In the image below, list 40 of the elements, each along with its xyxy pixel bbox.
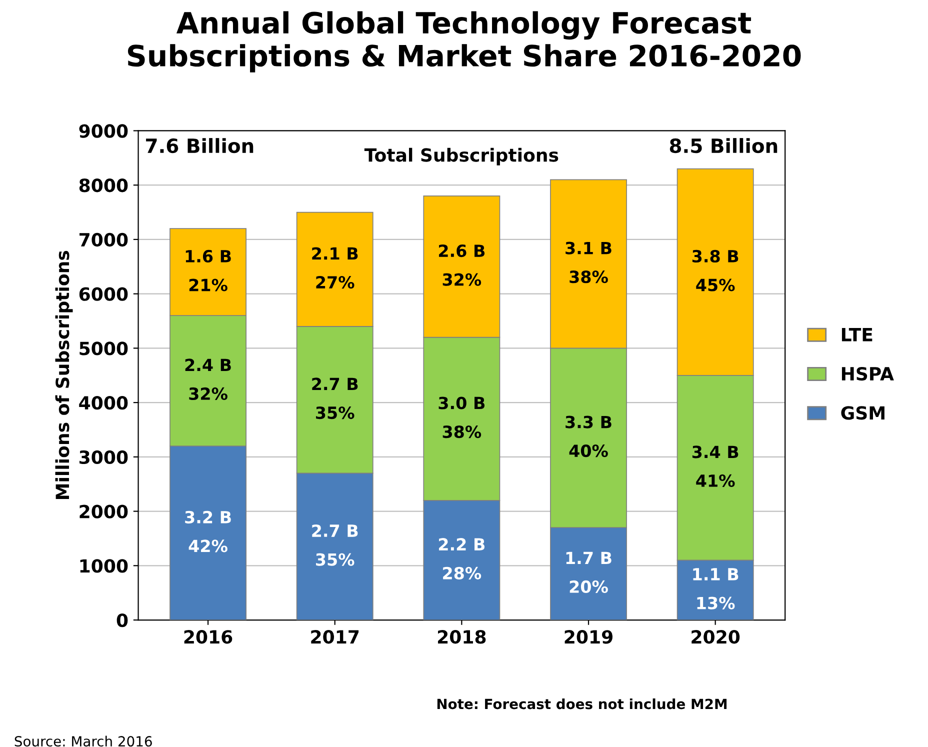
annotation: 3.2 B 42% xyxy=(185,510,231,552)
y-tick-label: 7000 xyxy=(80,232,128,247)
y-tick-label: 4000 xyxy=(79,396,128,410)
legend-label: GSM xyxy=(841,406,884,420)
y-tick-label: 9000 xyxy=(79,124,128,138)
source-note: Source: March 2016 xyxy=(14,736,152,747)
annotation: Total Subscriptions xyxy=(364,148,558,166)
annotation: 1.1 B 13% xyxy=(693,568,738,610)
annotation: 3.0 B 38% xyxy=(438,396,485,438)
annotation: 8.5 Billion xyxy=(670,138,778,154)
annotation: 3.4 B 41% xyxy=(692,446,738,488)
annotation: 3.8 B 45% xyxy=(692,250,738,292)
x-tick-label: 2019 xyxy=(564,630,612,644)
y-tick-label: 0 xyxy=(116,613,128,628)
annotation: 1.6 B 21% xyxy=(186,250,231,292)
annotation: 2.2 B 28% xyxy=(438,538,485,580)
annotation: 2.7 B 35% xyxy=(312,524,358,566)
y-axis-title: Millions of Subscriptions xyxy=(55,250,73,500)
annotation: 3.3 B 40% xyxy=(566,416,612,458)
y-tick-label: 6000 xyxy=(79,287,128,301)
annotation: 2.4 B 32% xyxy=(185,358,231,400)
x-tick-label: 2017 xyxy=(311,630,359,644)
y-tick-label: 8000 xyxy=(79,178,128,192)
text: Note: Forecast does not include M2M xyxy=(437,698,727,710)
y-tick-label: 2000 xyxy=(80,504,128,518)
y-tick-label: 3000 xyxy=(80,450,128,464)
legend-label: LTE xyxy=(842,328,872,342)
annotation: 2.6 B 32% xyxy=(438,244,485,286)
y-tick-label: 5000 xyxy=(80,342,128,356)
annotation: 2.7 B 35% xyxy=(312,378,358,420)
x-tick-label: 2020 xyxy=(692,630,740,644)
annotation: 2.1 B 27% xyxy=(312,247,358,289)
annotation: 3.1 B 38% xyxy=(566,242,612,284)
annotation: 7.6 Billion xyxy=(146,138,254,154)
x-tick-label: 2018 xyxy=(438,630,486,644)
legend-label: HSPA xyxy=(842,366,894,381)
x-tick-label: 2016 xyxy=(184,630,232,644)
chart-title: Annual Global Technology Forecast Subscriptions & Market Share 2016-2020 xyxy=(128,11,801,72)
y-tick-label: 1000 xyxy=(80,559,128,573)
annotation: 1.7 B 20% xyxy=(566,552,612,594)
